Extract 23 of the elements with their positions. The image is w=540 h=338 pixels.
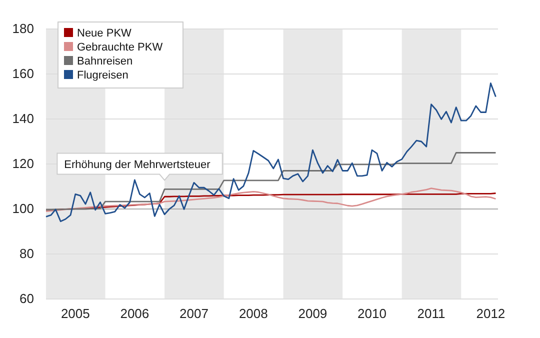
legend-label: Bahnreisen [77,56,133,68]
legend-label: Neue PKW [77,28,132,40]
legend-label: Flugreisen [77,70,128,82]
x-tick-label: 2010 [358,306,386,322]
annotation: Erhöhung der Mehrwertsteuer [64,158,211,171]
x-tick-label: 2005 [60,306,90,322]
y-tick-label: 80 [20,246,34,262]
y-tick-label: 120 [12,156,34,172]
y-tick-label: 100 [12,201,34,216]
x-tick-label: 2008 [238,306,268,322]
x-tick-label: 2007 [180,306,208,322]
y-tick-label: 140 [12,111,34,126]
x-tick-label: 2006 [120,306,150,322]
x-tick-label: 2009 [298,306,328,322]
x-tick-label: 2012 [476,306,506,322]
y-tick-label: 180 [12,21,34,36]
x-tick-label: 2011 [417,306,446,322]
line-series [45,152,496,211]
y-tick-label: 60 [20,291,34,306]
line-series [45,82,496,222]
legend-label: Gebrauchte PKW [77,42,164,54]
line-series [45,188,496,212]
y-tick-label: 160 [12,66,34,82]
